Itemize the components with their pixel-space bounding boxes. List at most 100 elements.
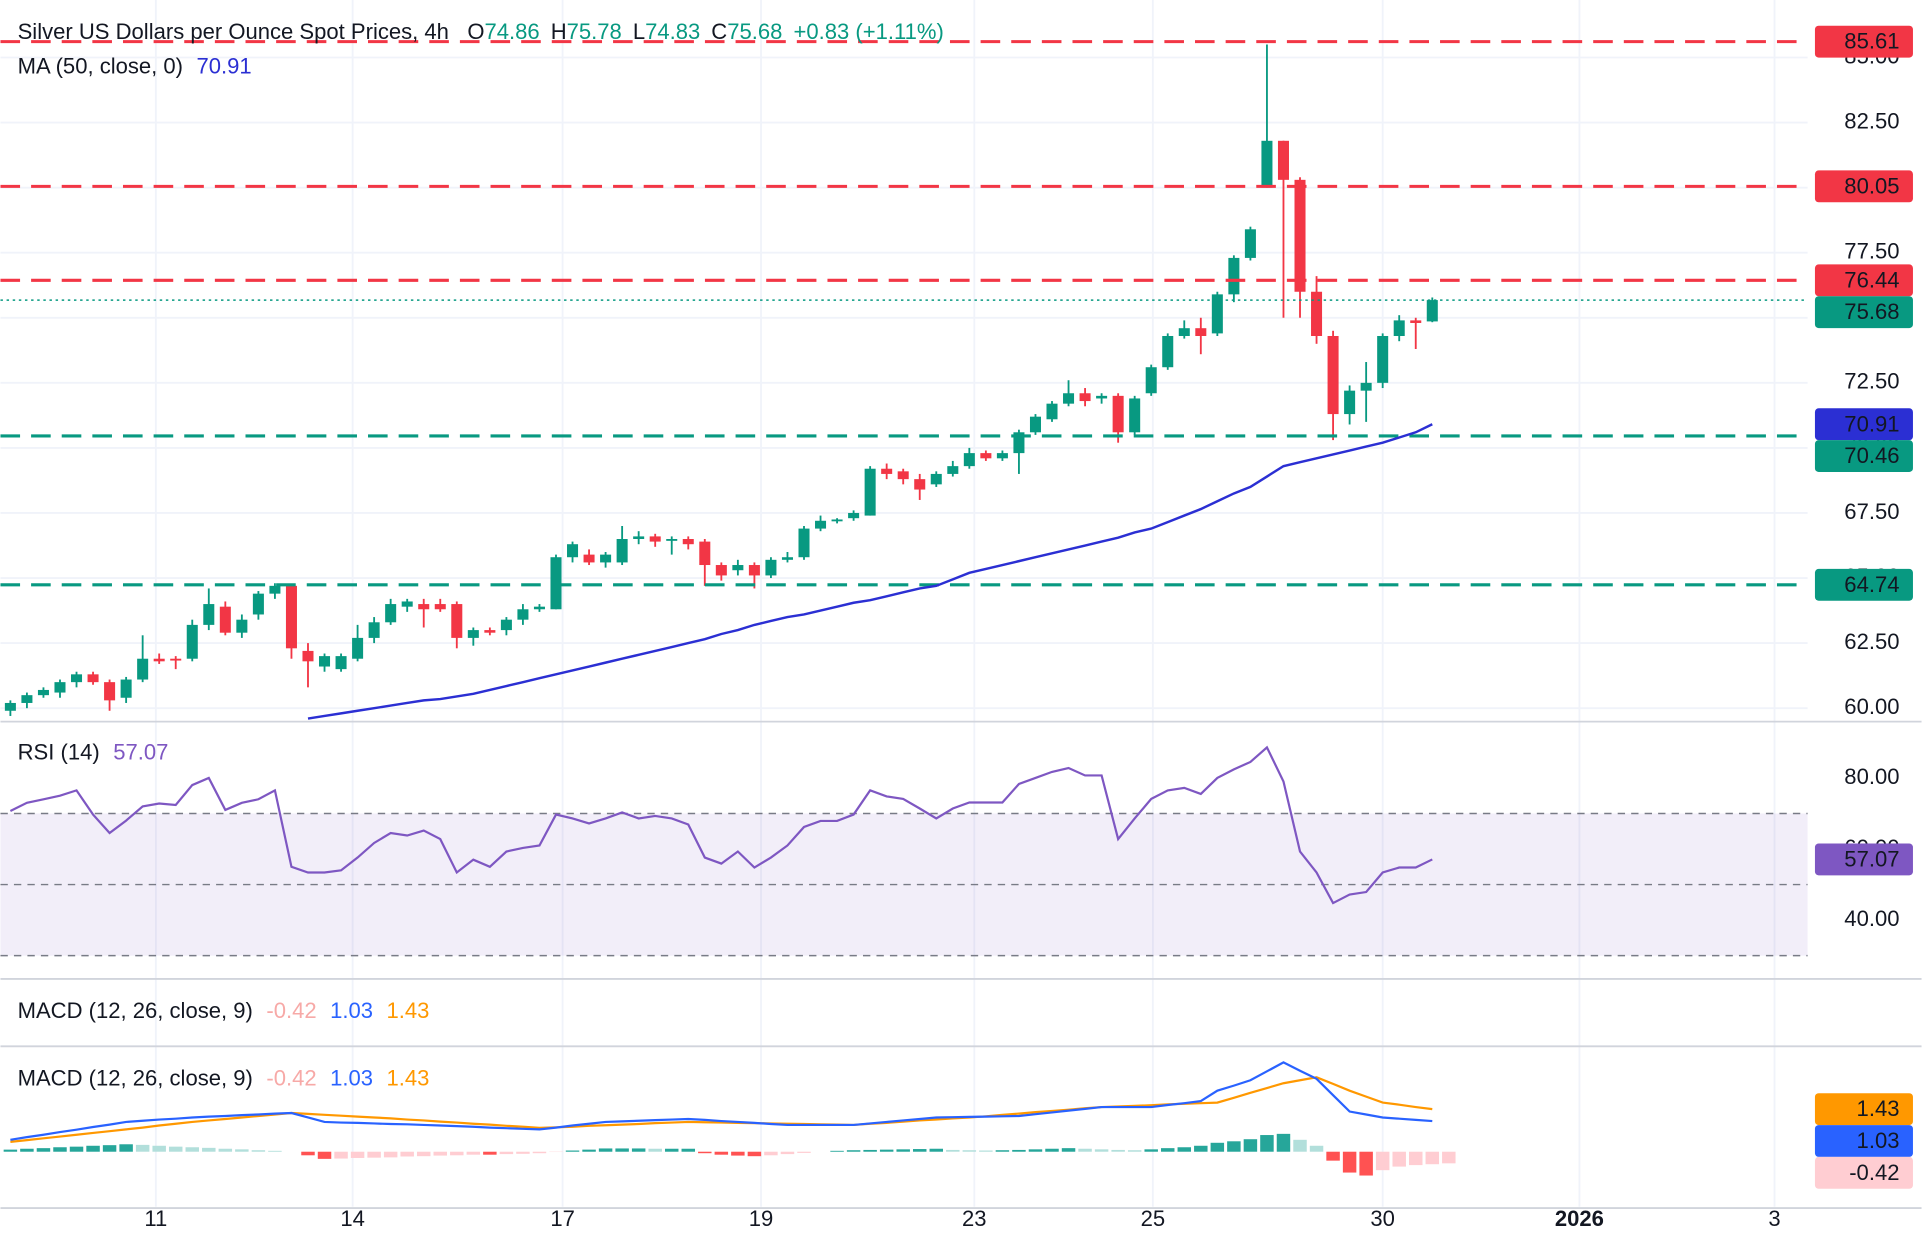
macd-histogram-bar: [1111, 1149, 1125, 1152]
macd-histogram-bar: [946, 1149, 960, 1152]
macd-histogram-bar: [1276, 1133, 1291, 1152]
x-tick-label: 25: [1141, 1206, 1166, 1231]
y-tick-label: 80.00: [1844, 764, 1899, 789]
macd-histogram-bar: [1210, 1142, 1225, 1152]
macd-histogram-bar: [1161, 1148, 1175, 1152]
macd-histogram-bar: [532, 1151, 547, 1154]
ohlc-key: C: [711, 19, 727, 44]
signal-line: [10, 1076, 1433, 1143]
candle-body: [1377, 335, 1389, 383]
candle-body: [1277, 140, 1289, 180]
macd-histogram-bar: [350, 1151, 365, 1158]
macd-histogram-bar: [1144, 1149, 1158, 1152]
candle-body: [1013, 432, 1025, 454]
macd-histogram-bar: [1442, 1151, 1456, 1164]
ohlc-value: 74.86: [484, 19, 539, 44]
x-tick-label: 30: [1370, 1206, 1395, 1231]
candle-body: [1046, 403, 1058, 420]
candle-body: [1211, 294, 1223, 334]
macd-histogram-bar: [1326, 1151, 1340, 1161]
macd-histogram-bar: [979, 1150, 993, 1152]
change-label: +0.83 (+1.11%): [793, 19, 943, 44]
rsi-line: [9, 745, 1433, 905]
candle-body: [914, 479, 926, 490]
macd-histogram-bar: [1078, 1148, 1092, 1152]
macd-histogram-bar: [36, 1148, 51, 1152]
candle-body: [1079, 393, 1091, 402]
candle-body: [1344, 390, 1356, 415]
candle-body: [37, 689, 49, 696]
candle-body: [848, 512, 860, 519]
ma-legend: MA (50, close, 0) 70.91: [18, 53, 252, 78]
candle-body: [1311, 291, 1323, 336]
macd-histogram-bar: [830, 1150, 844, 1152]
macd-histogram-bar: [863, 1149, 877, 1152]
macd-histogram-bar: [962, 1150, 977, 1152]
candle-body: [1228, 257, 1240, 295]
y-tick-label: 62.50: [1844, 629, 1899, 654]
macd-histogram-bar: [1243, 1139, 1258, 1152]
macd-histogram-bar: [879, 1149, 894, 1152]
ma-name: MA (50, close, 0): [18, 53, 183, 78]
candle-body: [1063, 393, 1075, 404]
macd-histogram-bar: [202, 1147, 216, 1152]
value-badge-label: 64.74: [1844, 572, 1899, 597]
macd-histogram-bar: [119, 1144, 133, 1152]
macd-legend: MACD (12, 26, close, 9) -0.42 1.03 1.43: [18, 1065, 430, 1090]
marks-layer: [0, 40, 1808, 1176]
macd-histogram-bar: [896, 1149, 910, 1152]
candle-body: [600, 554, 612, 563]
macd-value: 1.03: [330, 1065, 373, 1090]
candle-body: [748, 565, 760, 576]
candle-body: [434, 604, 446, 610]
y-tick-label: 72.50: [1844, 369, 1899, 394]
macd-histogram-bar: [731, 1151, 745, 1156]
price-legend: Silver US Dollars per Ounce Spot Prices,…: [18, 19, 944, 44]
macd-histogram-bar: [317, 1151, 332, 1159]
candle-body: [1129, 398, 1141, 433]
macd-histogram-bar: [1061, 1148, 1076, 1152]
candle-body: [335, 656, 347, 670]
candle-body: [682, 538, 694, 545]
candle-body: [1393, 320, 1405, 336]
macd-histogram-bar: [400, 1151, 414, 1157]
hist-value: -0.42: [266, 1065, 316, 1090]
macd-histogram-bar: [69, 1146, 84, 1152]
macd-histogram-bar: [1309, 1145, 1324, 1152]
candle-body: [87, 674, 99, 683]
candle-body: [633, 536, 645, 539]
macd-histogram-bar: [1409, 1151, 1423, 1166]
macd-histogram-bar: [1375, 1151, 1390, 1171]
candle-body: [1426, 300, 1438, 322]
macd-histogram-bar: [466, 1151, 481, 1155]
macd-line: [10, 1061, 1433, 1141]
macd-histogram-bar: [1177, 1147, 1192, 1152]
macd-histogram-bar: [648, 1148, 662, 1152]
macd-value: 1.03: [330, 998, 373, 1023]
macd-histogram-bar: [1392, 1151, 1406, 1167]
ohlc-value: 75.78: [567, 19, 622, 44]
candle-body: [798, 528, 810, 558]
candle-body: [1327, 335, 1339, 415]
candle-body: [71, 674, 83, 683]
macd-histogram-bar: [1425, 1151, 1440, 1165]
candle-body: [567, 544, 579, 558]
macd-histogram-bar: [168, 1146, 183, 1152]
value-badge: [1814, 568, 1913, 601]
value-badge-label: 1.43: [1857, 1096, 1900, 1121]
x-tick-label: 19: [749, 1206, 774, 1231]
candle-body: [996, 453, 1008, 459]
macd-histogram-bar: [152, 1145, 166, 1152]
candle-body: [368, 622, 380, 638]
candle-body: [21, 695, 33, 703]
value-badge: [1814, 264, 1913, 297]
macd-histogram-bar: [615, 1148, 629, 1152]
candle-body: [1096, 395, 1108, 399]
macd-histogram-bar: [450, 1151, 464, 1156]
ohlc-value: 75.68: [727, 19, 782, 44]
candle-body: [1145, 367, 1157, 394]
candle-body: [1410, 320, 1422, 323]
signal-value: 1.43: [387, 1065, 430, 1090]
macd-histogram-bar: [714, 1151, 729, 1155]
